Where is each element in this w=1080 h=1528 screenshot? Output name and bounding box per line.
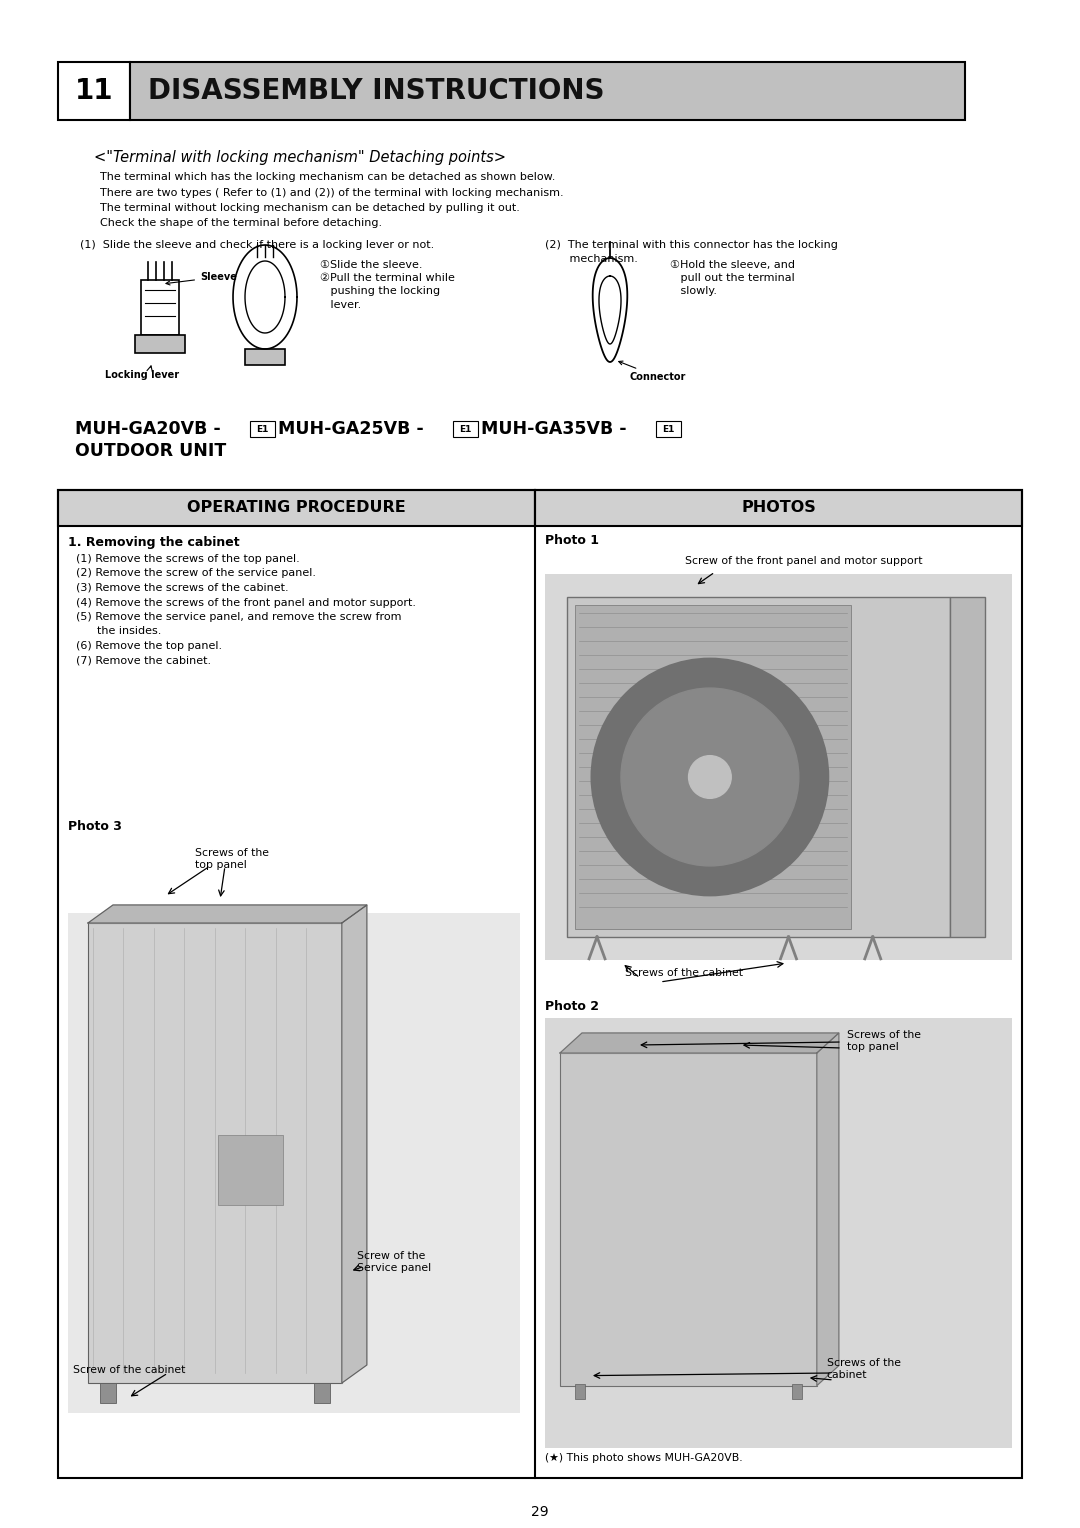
Bar <box>535 490 1022 526</box>
Text: MUH-GA25VB -: MUH-GA25VB - <box>278 420 423 439</box>
Text: MUH-GA20VB -: MUH-GA20VB - <box>75 420 220 439</box>
Text: Screw of the cabinet: Screw of the cabinet <box>73 1365 186 1375</box>
Bar <box>575 1383 585 1398</box>
Text: 1. Removing the cabinet: 1. Removing the cabinet <box>68 536 240 549</box>
Bar <box>561 1053 816 1386</box>
Text: 11: 11 <box>75 76 113 105</box>
Text: Check the shape of the terminal before detaching.: Check the shape of the terminal before d… <box>100 219 382 229</box>
Bar <box>68 914 519 1413</box>
Bar <box>656 422 681 437</box>
Polygon shape <box>87 905 367 923</box>
Text: Screw of the front panel and motor support: Screw of the front panel and motor suppo… <box>685 556 922 565</box>
Bar <box>135 335 185 353</box>
Text: DISASSEMBLY INSTRUCTIONS: DISASSEMBLY INSTRUCTIONS <box>148 76 605 105</box>
Text: (1)  Slide the sleeve and check if there is a locking lever or not.: (1) Slide the sleeve and check if there … <box>80 240 434 251</box>
Bar <box>58 490 535 526</box>
Text: Screw of the
Service panel: Screw of the Service panel <box>356 1251 431 1273</box>
Text: (5) Remove the service panel, and remove the screw from: (5) Remove the service panel, and remove… <box>76 613 402 622</box>
Bar <box>245 348 285 365</box>
Text: (2)  The terminal with this connector has the locking: (2) The terminal with this connector has… <box>545 240 838 251</box>
Text: Screws of the cabinet: Screws of the cabinet <box>625 969 743 978</box>
Text: E1: E1 <box>459 425 471 434</box>
Text: mechanism.: mechanism. <box>545 254 638 264</box>
Text: Screws of the
top panel: Screws of the top panel <box>195 848 269 869</box>
Text: The terminal without locking mechanism can be detached by pulling it out.: The terminal without locking mechanism c… <box>100 203 519 212</box>
Bar <box>218 1134 283 1206</box>
Text: Screws of the
cabinet: Screws of the cabinet <box>827 1358 901 1380</box>
Text: (★) This photo shows MUH-GA20VB.: (★) This photo shows MUH-GA20VB. <box>545 1453 743 1462</box>
Text: (4) Remove the screws of the front panel and motor support.: (4) Remove the screws of the front panel… <box>76 597 416 608</box>
Text: OUTDOOR UNIT: OUTDOOR UNIT <box>75 442 226 460</box>
Bar <box>314 1383 329 1403</box>
Bar <box>249 422 275 437</box>
Text: OPERATING PROCEDURE: OPERATING PROCEDURE <box>187 501 406 515</box>
Polygon shape <box>342 905 367 1383</box>
Text: Photo 1: Photo 1 <box>545 533 599 547</box>
Text: (1) Remove the screws of the top panel.: (1) Remove the screws of the top panel. <box>76 555 300 564</box>
Text: The terminal which has the locking mechanism can be detached as shown below.: The terminal which has the locking mecha… <box>100 173 555 182</box>
Bar <box>545 575 1012 960</box>
Text: Sleeve: Sleeve <box>166 272 237 284</box>
Bar <box>453 422 478 437</box>
Bar <box>58 490 1022 1478</box>
Bar <box>130 63 966 121</box>
Text: (6) Remove the top panel.: (6) Remove the top panel. <box>76 642 222 651</box>
Circle shape <box>592 659 828 895</box>
Text: E1: E1 <box>256 425 268 434</box>
Circle shape <box>621 688 799 866</box>
Bar <box>58 63 130 121</box>
Text: (2) Remove the screw of the service panel.: (2) Remove the screw of the service pane… <box>76 568 316 579</box>
Text: Photo 2: Photo 2 <box>545 999 599 1013</box>
Text: (3) Remove the screws of the cabinet.: (3) Remove the screws of the cabinet. <box>76 584 288 593</box>
Text: Locking lever: Locking lever <box>105 370 179 380</box>
Text: MUH-GA35VB -: MUH-GA35VB - <box>481 420 626 439</box>
Bar <box>575 605 851 929</box>
Text: Screws of the
top panel: Screws of the top panel <box>847 1030 921 1051</box>
Text: (7) Remove the cabinet.: (7) Remove the cabinet. <box>76 656 211 666</box>
Bar <box>141 280 179 335</box>
Text: <"Terminal with locking mechanism" Detaching points>: <"Terminal with locking mechanism" Detac… <box>94 150 507 165</box>
Bar <box>100 1383 116 1403</box>
Bar <box>545 1018 1012 1449</box>
Bar <box>87 923 342 1383</box>
Bar <box>950 597 985 937</box>
Text: ①Slide the sleeve.
②Pull the terminal while
   pushing the locking
   lever.: ①Slide the sleeve. ②Pull the terminal wh… <box>320 260 455 310</box>
Text: PHOTOS: PHOTOS <box>741 501 815 515</box>
Text: 29: 29 <box>531 1505 549 1519</box>
Text: the insides.: the insides. <box>76 626 161 637</box>
Text: E1: E1 <box>662 425 674 434</box>
Polygon shape <box>816 1033 839 1386</box>
Circle shape <box>689 756 731 798</box>
Bar <box>792 1383 801 1398</box>
Polygon shape <box>561 1033 839 1053</box>
Text: There are two types ( Refer to (1) and (2)) of the terminal with locking mechani: There are two types ( Refer to (1) and (… <box>100 188 564 197</box>
Bar <box>567 597 950 937</box>
Text: Photo 3: Photo 3 <box>68 821 122 833</box>
Text: ①Hold the sleeve, and
   pull out the terminal
   slowly.: ①Hold the sleeve, and pull out the termi… <box>670 260 795 296</box>
Text: Connector: Connector <box>619 361 687 382</box>
